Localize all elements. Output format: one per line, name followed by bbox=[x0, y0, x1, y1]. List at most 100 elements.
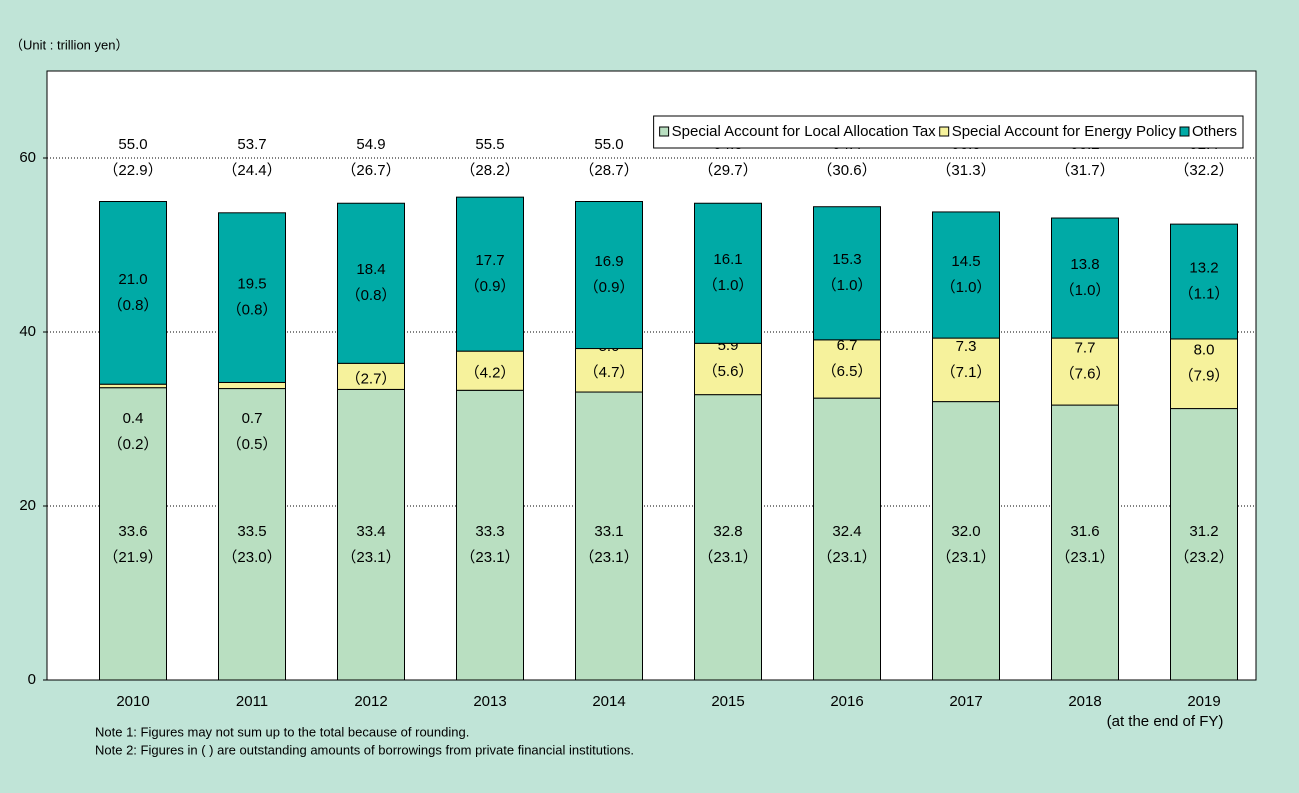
private-label: （0.8） bbox=[108, 297, 159, 314]
private-label: （1.0） bbox=[1060, 282, 1111, 299]
total-private-label: （32.2） bbox=[1174, 162, 1233, 179]
private-label: （0.2） bbox=[108, 436, 159, 453]
value-label: 21.0 bbox=[118, 271, 147, 288]
total-label: 53.7 bbox=[237, 136, 266, 153]
total-private-label: （29.7） bbox=[698, 162, 757, 179]
value-label: 17.7 bbox=[475, 252, 504, 269]
bar-segment bbox=[575, 391, 643, 681]
value-label: 8.0 bbox=[1194, 342, 1215, 359]
private-label: （0.5） bbox=[227, 436, 278, 453]
bar-segment bbox=[813, 206, 881, 341]
value-label: 31.2 bbox=[1189, 523, 1218, 540]
value-label: 16.1 bbox=[713, 251, 742, 268]
bar-segment bbox=[218, 388, 286, 681]
private-label: （7.9） bbox=[1179, 368, 1230, 385]
legend-label: Special Account for Local Allocation Tax bbox=[672, 123, 937, 140]
value-label: 15.3 bbox=[832, 251, 861, 268]
bar-segment bbox=[99, 387, 167, 681]
private-label: （0.9） bbox=[584, 279, 635, 296]
y-tick-label: 20 bbox=[19, 497, 36, 514]
value-label: 19.5 bbox=[237, 276, 266, 293]
total-private-label: （24.4） bbox=[222, 162, 281, 179]
value-label: 32.8 bbox=[713, 523, 742, 540]
x-tick-label: 2018 bbox=[1068, 693, 1101, 710]
value-label: 18.4 bbox=[356, 261, 385, 278]
legend-label: Special Account for Energy Policy bbox=[952, 123, 1177, 140]
y-tick-label: 60 bbox=[19, 149, 36, 166]
y-tick-label: 0 bbox=[28, 671, 36, 688]
private-label: （23.0） bbox=[222, 549, 281, 566]
bar-segment bbox=[813, 339, 881, 399]
value-label: 33.4 bbox=[356, 523, 385, 540]
bar-segment bbox=[337, 202, 405, 364]
bar-segment bbox=[1051, 217, 1119, 339]
bar-segment bbox=[575, 348, 643, 393]
value-label: 33.3 bbox=[475, 523, 504, 540]
bar-segment bbox=[337, 362, 405, 390]
value-label: 13.8 bbox=[1070, 256, 1099, 273]
legend-swatch bbox=[939, 126, 950, 137]
private-label: （23.1） bbox=[698, 549, 757, 566]
x-tick-label: 2011 bbox=[236, 693, 268, 710]
note: Note 2: Figures in ( ) are outstanding a… bbox=[95, 742, 634, 757]
value-label: 33.6 bbox=[118, 523, 147, 540]
value-label: 6.7 bbox=[837, 337, 858, 354]
bar-segment bbox=[99, 201, 167, 385]
private-label: （23.1） bbox=[936, 549, 995, 566]
value-label: 33.1 bbox=[594, 523, 623, 540]
bar-segment bbox=[694, 394, 762, 681]
bar-segment bbox=[694, 202, 762, 344]
unit-label: （Unit : trillion yen） bbox=[10, 37, 128, 52]
note: Note 1: Figures may not sum up to the to… bbox=[95, 724, 469, 739]
private-label: （23.1） bbox=[817, 549, 876, 566]
private-label: （21.9） bbox=[103, 549, 162, 566]
bar-segment bbox=[932, 211, 1000, 339]
total-private-label: （31.7） bbox=[1055, 162, 1114, 179]
x-axis-label: (at the end of FY) bbox=[1107, 713, 1224, 730]
total-private-label: （28.2） bbox=[460, 162, 519, 179]
private-label: （23.1） bbox=[341, 549, 400, 566]
total-label: 55.5 bbox=[475, 136, 504, 153]
legend-swatch bbox=[659, 126, 670, 137]
private-label: （0.9） bbox=[465, 278, 516, 295]
total-label: 54.9 bbox=[356, 136, 385, 153]
value-label: 13.2 bbox=[1189, 260, 1218, 277]
x-tick-label: 2019 bbox=[1187, 693, 1220, 710]
private-label: （5.6） bbox=[703, 363, 754, 380]
private-label: （1.1） bbox=[1179, 286, 1230, 303]
x-tick-label: 2012 bbox=[354, 693, 387, 710]
value-label: 16.9 bbox=[594, 253, 623, 270]
private-label: （23.1） bbox=[579, 549, 638, 566]
private-label: （0.8） bbox=[346, 287, 397, 304]
x-tick-label: 2016 bbox=[830, 693, 863, 710]
total-private-label: （28.7） bbox=[579, 162, 638, 179]
private-label: （7.6） bbox=[1060, 366, 1111, 383]
total-label: 55.0 bbox=[118, 136, 147, 153]
private-label: （7.1） bbox=[941, 364, 992, 381]
value-label: 7.3 bbox=[956, 338, 977, 355]
private-label: （23.1） bbox=[460, 549, 519, 566]
bar-segment bbox=[1170, 223, 1238, 340]
private-label: （0.8） bbox=[227, 302, 278, 319]
private-label: （23.2） bbox=[1174, 549, 1233, 566]
legend-swatch bbox=[1179, 126, 1190, 137]
total-private-label: （31.3） bbox=[936, 162, 995, 179]
private-label: （1.0） bbox=[703, 277, 754, 294]
private-label: （1.0） bbox=[822, 277, 873, 294]
x-tick-label: 2010 bbox=[116, 693, 149, 710]
value-label: 33.5 bbox=[237, 523, 266, 540]
legend-label: Others bbox=[1192, 123, 1237, 140]
bar-segment bbox=[456, 196, 524, 352]
private-label: （1.0） bbox=[941, 279, 992, 296]
bar-segment bbox=[1170, 408, 1238, 681]
y-tick-label: 40 bbox=[19, 323, 36, 340]
bar-segment bbox=[218, 212, 286, 383]
value-label: 0.4 bbox=[123, 410, 144, 427]
private-label: （4.7） bbox=[584, 364, 635, 381]
x-tick-label: 2013 bbox=[473, 693, 506, 710]
total-private-label: （22.9） bbox=[103, 162, 162, 179]
bar-segment bbox=[337, 388, 405, 681]
total-private-label: （30.6） bbox=[817, 162, 876, 179]
x-tick-label: 2017 bbox=[949, 693, 982, 710]
total-private-label: （26.7） bbox=[341, 162, 400, 179]
